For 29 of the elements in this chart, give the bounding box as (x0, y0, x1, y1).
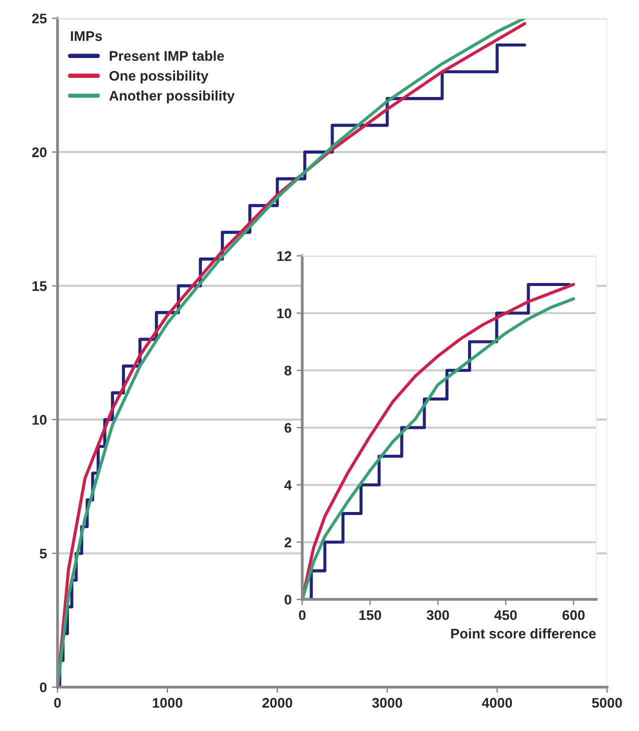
x-tick-label: 2000 (262, 698, 292, 708)
legend-label: Present IMP table (110, 50, 224, 61)
x-tick-label: 3000 (372, 698, 402, 708)
x-tick-label: 300 (426, 610, 449, 620)
y-tick-label: 8 (284, 366, 292, 376)
y-tick-label: 5 (40, 548, 47, 559)
y-tick-label: 15 (32, 281, 47, 291)
y-tick-label: 2 (284, 537, 292, 548)
y-tick-label: 12 (277, 251, 292, 261)
y-tick-label: 25 (32, 14, 47, 24)
x-tick-label: 600 (562, 610, 585, 620)
x-tick-label: 0 (54, 698, 61, 708)
y-tick-label: 10 (32, 414, 47, 425)
y-tick-label: 10 (277, 308, 292, 318)
y-tick-label: 20 (32, 147, 47, 158)
legend-label: One possibility (109, 70, 208, 84)
x-tick-label: 150 (359, 610, 382, 620)
y-tick-label: 0 (284, 594, 292, 605)
x-tick-label: 4000 (482, 698, 512, 708)
x-tick-label: 5000 (592, 698, 622, 708)
legend-label: Another possibility (109, 90, 235, 104)
y-tick-label: 0 (40, 682, 47, 692)
y-tick-label: 4 (284, 480, 292, 490)
x-tick-label: 450 (494, 610, 517, 620)
x-tick-label: 0 (298, 610, 306, 620)
legend-title: IMPs (70, 31, 102, 41)
x-axis-title: Point score difference (451, 628, 596, 639)
x-tick-label: 1000 (152, 698, 182, 708)
y-tick-label: 6 (284, 422, 292, 433)
